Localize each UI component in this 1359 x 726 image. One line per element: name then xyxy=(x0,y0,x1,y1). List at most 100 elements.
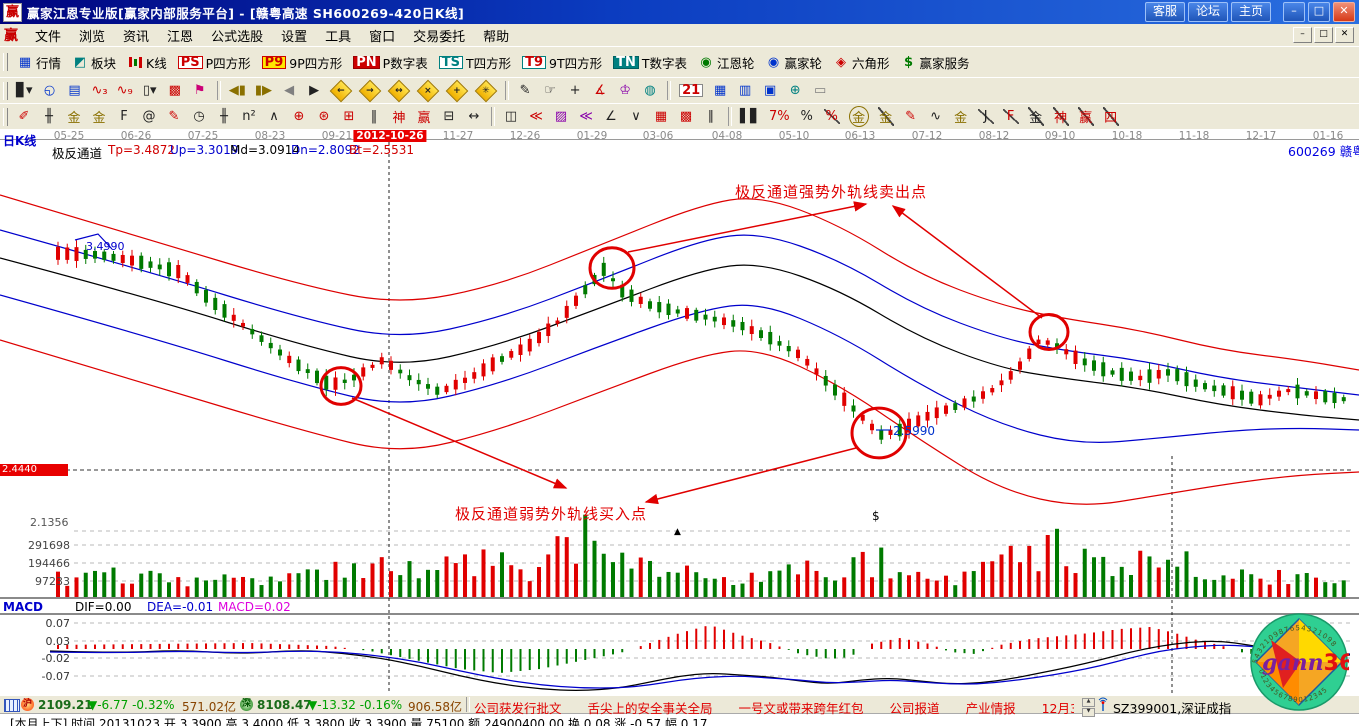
p-table-button[interactable]: PN P数字表 xyxy=(348,50,432,74)
grid-box-button[interactable]: ▩ xyxy=(674,105,698,129)
winner-service-button[interactable]: $ 赢家服务 xyxy=(896,50,975,74)
menu-item-4[interactable]: 公式选股 xyxy=(211,29,264,45)
col-chart-button[interactable]: ▌▋ xyxy=(736,105,764,129)
close-button[interactable]: ✕ xyxy=(1333,2,1355,22)
brain-tool-button[interactable]: ◍ xyxy=(638,79,662,103)
comb-button[interactable]: ╫ xyxy=(37,105,61,129)
mdi-close-button[interactable]: ✕ xyxy=(1335,27,1354,43)
clock-circle-button[interactable]: ◷ xyxy=(187,105,211,129)
sector-button[interactable]: ◩ 板块 xyxy=(67,50,121,74)
si-angle-button[interactable]: 四 xyxy=(1099,105,1123,129)
hand-button[interactable]: ☞ xyxy=(538,79,562,103)
hexagon-button[interactable]: ◈ 六角形 xyxy=(828,50,895,74)
minimize-button[interactable]: – xyxy=(1283,2,1305,22)
grid-red-button[interactable]: ▦ xyxy=(649,105,673,129)
flag-chart-button[interactable]: ⚑ xyxy=(188,79,212,103)
gold-grid-button[interactable]: 金 xyxy=(62,105,86,129)
menu-item-2[interactable]: 资讯 xyxy=(123,29,150,45)
9p-square-button[interactable]: P9 9P四方形 xyxy=(257,50,348,74)
compass-button[interactable]: ✐ xyxy=(12,105,36,129)
toolbar-grip[interactable] xyxy=(3,53,8,71)
menu-item-8[interactable]: 交易委托 xyxy=(413,29,466,45)
t-table-button[interactable]: TN T数字表 xyxy=(608,50,692,74)
fan-dense-button[interactable]: ≪ xyxy=(574,105,598,129)
news-item[interactable]: 舌尖上的安全事关全局 xyxy=(587,701,713,716)
info-doc-button[interactable]: ▤ xyxy=(63,79,87,103)
ying-tool-button[interactable]: 赢 xyxy=(412,105,436,129)
news-item[interactable]: 12月31日早知道 xyxy=(1041,701,1074,716)
spiral-button[interactable]: @ xyxy=(137,105,161,129)
zoom-x-button[interactable]: × xyxy=(414,79,442,103)
shen-angle-button[interactable]: 神 xyxy=(1049,105,1073,129)
gold-line-button[interactable]: 金 xyxy=(874,105,898,129)
menu-item-6[interactable]: 工具 xyxy=(325,29,352,45)
crown-tool-button[interactable]: ♔ xyxy=(613,79,637,103)
ticker-spinner[interactable]: ▲ ▼ xyxy=(1082,698,1095,717)
pc-send-button[interactable]: ▭ xyxy=(808,79,832,103)
homepage-button[interactable]: 主页 xyxy=(1230,2,1271,22)
gold-under-button[interactable]: 金 xyxy=(949,105,973,129)
zoom-left-button[interactable]: ← xyxy=(327,79,355,103)
parallel-button[interactable]: ∥ xyxy=(699,105,723,129)
menu-item-0[interactable]: 文件 xyxy=(35,29,62,45)
news-item[interactable]: 公司获发行批文 xyxy=(474,701,562,716)
current-index-label[interactable]: SZ399001,深证成指 xyxy=(1113,701,1232,716)
p-square-button[interactable]: PS P四方形 xyxy=(173,50,256,74)
net-tool-button[interactable]: ⊕ xyxy=(783,79,807,103)
gold-circle-button[interactable]: 金 xyxy=(845,105,873,129)
compress-chart-button[interactable]: ◵ xyxy=(38,79,62,103)
grid-star-button[interactable]: ⊞ xyxy=(337,105,361,129)
kline-button[interactable]: K线 xyxy=(122,50,172,74)
wave-box-button[interactable]: ∿ xyxy=(924,105,948,129)
menu-item-5[interactable]: 设置 xyxy=(281,29,308,45)
zoom-plus-button[interactable]: + xyxy=(443,79,471,103)
nav-first-button[interactable]: ◀▮ xyxy=(225,79,250,103)
pattern-red-button[interactable]: ▩ xyxy=(163,79,187,103)
pen-tool-button[interactable]: ✎ xyxy=(162,105,186,129)
ruler-123-button[interactable]: ⊟ xyxy=(437,105,461,129)
news-item[interactable]: 公司报道 xyxy=(889,701,940,716)
angle-mirror-button[interactable]: ∧ xyxy=(262,105,286,129)
v-tool-button[interactable]: ∨ xyxy=(624,105,648,129)
mdi-restore-button[interactable]: □ xyxy=(1314,27,1333,43)
calculator-button[interactable]: ▦ xyxy=(708,79,732,103)
forum-button[interactable]: 论坛 xyxy=(1187,2,1228,22)
angle-pin-button[interactable]: ∡ xyxy=(588,79,612,103)
gold-angle-button[interactable]: 金 xyxy=(1024,105,1048,129)
news-item[interactable]: 一号文或带来跨年红包 xyxy=(738,701,864,716)
pct-line-button[interactable]: % xyxy=(820,105,844,129)
notepad-button[interactable]: ▥ xyxy=(733,79,757,103)
wheel-star-button[interactable]: ⊛ xyxy=(312,105,336,129)
pen-flag-button[interactable]: ✎ xyxy=(899,105,923,129)
zoom-star-button[interactable]: ✳ xyxy=(472,79,500,103)
f-grid-button[interactable]: F xyxy=(112,105,136,129)
span-arrow-button[interactable]: ↔ xyxy=(462,105,486,129)
quote-grid-icon[interactable] xyxy=(4,699,20,712)
box-tool-button[interactable]: ◫ xyxy=(499,105,523,129)
menu-item-3[interactable]: 江恩 xyxy=(167,29,194,45)
restore-button[interactable]: □ xyxy=(1308,2,1330,22)
n-square-button[interactable]: n² xyxy=(237,105,261,129)
quote-button[interactable]: ▦ 行情 xyxy=(12,50,66,74)
fan-box-button[interactable]: ▨ xyxy=(549,105,573,129)
f-angle-button[interactable]: F xyxy=(999,105,1023,129)
menu-item-7[interactable]: 窗口 xyxy=(369,29,396,45)
toolbar-grip[interactable] xyxy=(3,107,8,126)
customer-service-button[interactable]: 客服 xyxy=(1144,2,1185,22)
zoom-h-button[interactable]: ↔ xyxy=(385,79,413,103)
candle-mini-button[interactable]: ▯▾ xyxy=(138,79,162,103)
comb-dense-button[interactable]: ╫ xyxy=(212,105,236,129)
wave-9-button[interactable]: ∿₉ xyxy=(113,79,137,103)
pointer-pen-button[interactable]: ✎ xyxy=(513,79,537,103)
winner-wheel-button[interactable]: ◉ 赢家轮 xyxy=(761,50,828,74)
9t-square-button[interactable]: T9 9T四方形 xyxy=(517,50,607,74)
news-ticker[interactable]: 公司获发行批文 舌尖上的安全事关全局 一号文或带来跨年红包 公司报道 产业情报 12月31… xyxy=(474,698,1074,717)
j-angle-button[interactable]: J xyxy=(974,105,998,129)
wave-3-button[interactable]: ∿₃ xyxy=(88,79,112,103)
news-item[interactable]: 产业情报 xyxy=(965,701,1016,716)
zoom-right-button[interactable]: → xyxy=(356,79,384,103)
k-note-button[interactable]: ‖ xyxy=(362,105,386,129)
menu-item-1[interactable]: 浏览 xyxy=(79,29,106,45)
ying-angle-button[interactable]: 赢 xyxy=(1074,105,1098,129)
t-square-button[interactable]: TS T四方形 xyxy=(434,50,516,74)
